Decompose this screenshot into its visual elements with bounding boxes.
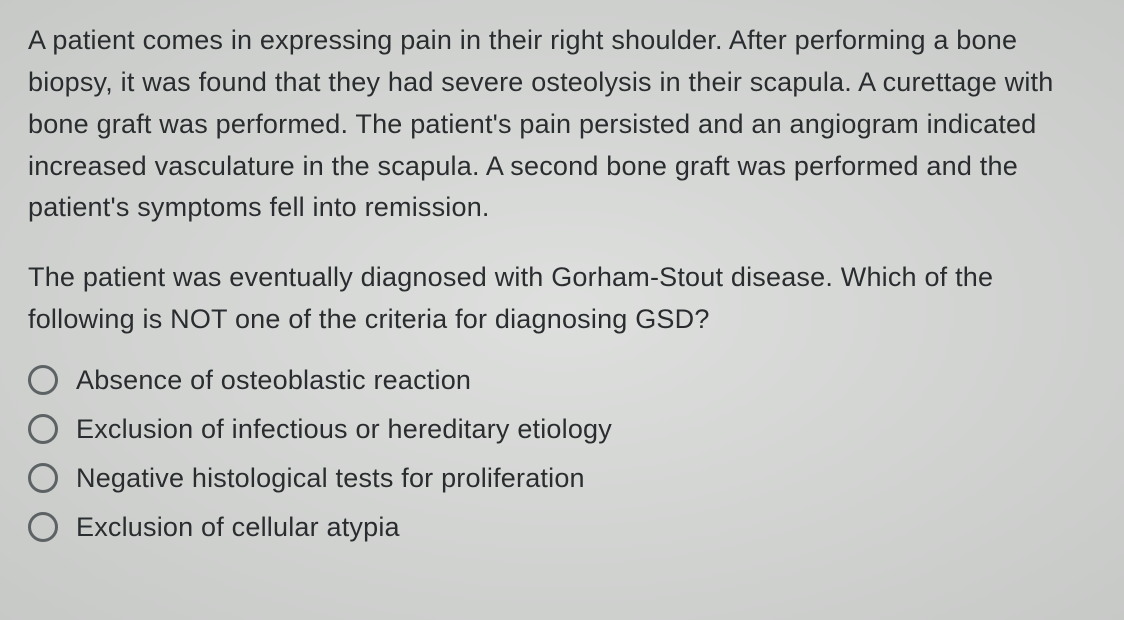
question-prompt: The patient was eventually diagnosed wit…: [28, 257, 1096, 341]
radio-icon[interactable]: [28, 512, 58, 542]
question-scenario: A patient comes in expressing pain in th…: [28, 20, 1096, 229]
option-row[interactable]: Exclusion of infectious or hereditary et…: [28, 414, 1096, 445]
option-row[interactable]: Absence of osteoblastic reaction: [28, 365, 1096, 396]
option-label: Exclusion of infectious or hereditary et…: [76, 414, 612, 445]
option-row[interactable]: Negative histological tests for prolifer…: [28, 463, 1096, 494]
option-row[interactable]: Exclusion of cellular atypia: [28, 512, 1096, 543]
radio-icon[interactable]: [28, 463, 58, 493]
radio-icon[interactable]: [28, 414, 58, 444]
radio-icon[interactable]: [28, 365, 58, 395]
options-group: Absence of osteoblastic reaction Exclusi…: [28, 365, 1096, 543]
option-label: Negative histological tests for prolifer…: [76, 463, 585, 494]
option-label: Absence of osteoblastic reaction: [76, 365, 471, 396]
option-label: Exclusion of cellular atypia: [76, 512, 400, 543]
